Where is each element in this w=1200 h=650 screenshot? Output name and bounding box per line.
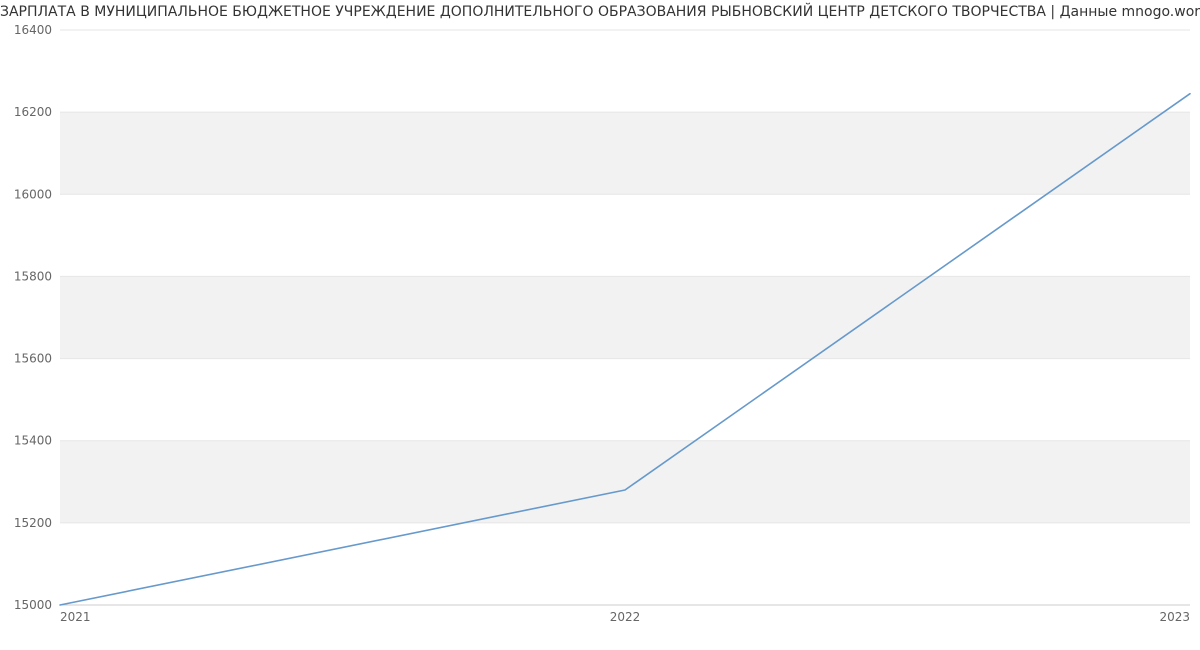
grid-band bbox=[60, 112, 1190, 194]
salary-line-chart: 15000 15200 15400 15600 15800 16000 16200 16400… bbox=[0, 0, 1200, 650]
y-tick-label: 15600 bbox=[14, 352, 52, 366]
x-tick-label: 2021 bbox=[60, 610, 91, 624]
x-tick-label: 2022 bbox=[610, 610, 641, 624]
y-tick-label: 15800 bbox=[14, 269, 52, 283]
y-tick-label: 15400 bbox=[14, 434, 52, 448]
y-tick-label: 16000 bbox=[14, 187, 52, 201]
chart-title: ЗАРПЛАТА В МУНИЦИПАЛЬНОЕ БЮДЖЕТНОЕ УЧРЕЖ… bbox=[0, 4, 1200, 20]
y-tick-label: 15000 bbox=[14, 598, 52, 612]
x-tick-label: 2023 bbox=[1159, 610, 1190, 624]
grid-band bbox=[60, 276, 1190, 358]
grid-band bbox=[60, 441, 1190, 523]
y-tick-label: 15200 bbox=[14, 516, 52, 530]
y-tick-label: 16400 bbox=[14, 23, 52, 37]
y-tick-label: 16200 bbox=[14, 105, 52, 119]
